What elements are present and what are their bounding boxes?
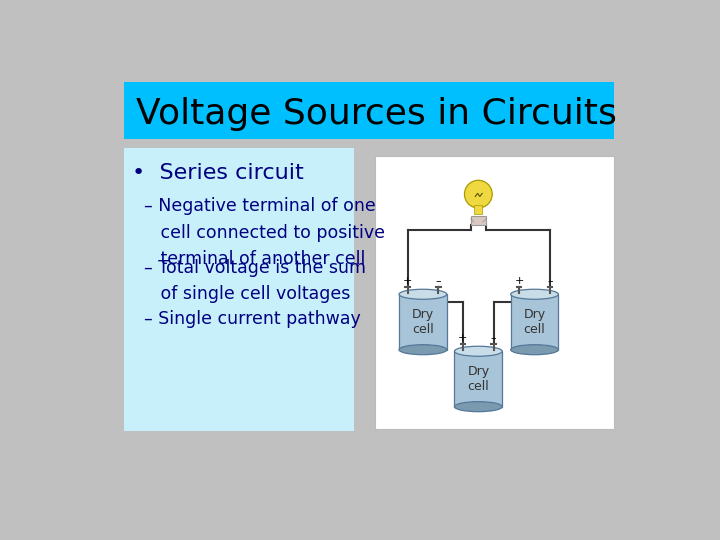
Ellipse shape [454,402,503,411]
Text: Dry
cell: Dry cell [467,365,490,393]
Text: – Total voltage is the sum
   of single cell voltages: – Total voltage is the sum of single cel… [144,259,366,303]
Bar [510,294,559,350]
Ellipse shape [510,345,559,355]
Text: –: – [547,276,553,286]
Text: – Negative terminal of one
   cell connected to positive
   terminal of another : – Negative terminal of one cell connecte… [144,197,385,268]
FancyBboxPatch shape [375,156,614,429]
Text: +: + [515,276,524,286]
Circle shape [464,180,492,208]
Text: +: + [458,333,467,343]
Ellipse shape [399,345,447,355]
Text: Voltage Sources in Circuits: Voltage Sources in Circuits [137,97,617,131]
Ellipse shape [454,346,503,356]
Text: –: – [491,333,497,343]
Text: •  Series circuit: • Series circuit [132,163,304,183]
Bar [474,205,482,214]
Bar [454,351,503,407]
Text: Dry
cell: Dry cell [412,308,434,336]
Bar [399,294,447,350]
Text: – Single current pathway: – Single current pathway [144,309,361,328]
FancyBboxPatch shape [124,148,354,431]
FancyBboxPatch shape [124,82,614,139]
Ellipse shape [399,289,447,299]
Text: Dry
cell: Dry cell [523,308,546,336]
FancyBboxPatch shape [471,215,486,225]
Text: –: – [436,276,441,286]
Text: +: + [402,276,412,286]
Ellipse shape [510,289,559,299]
